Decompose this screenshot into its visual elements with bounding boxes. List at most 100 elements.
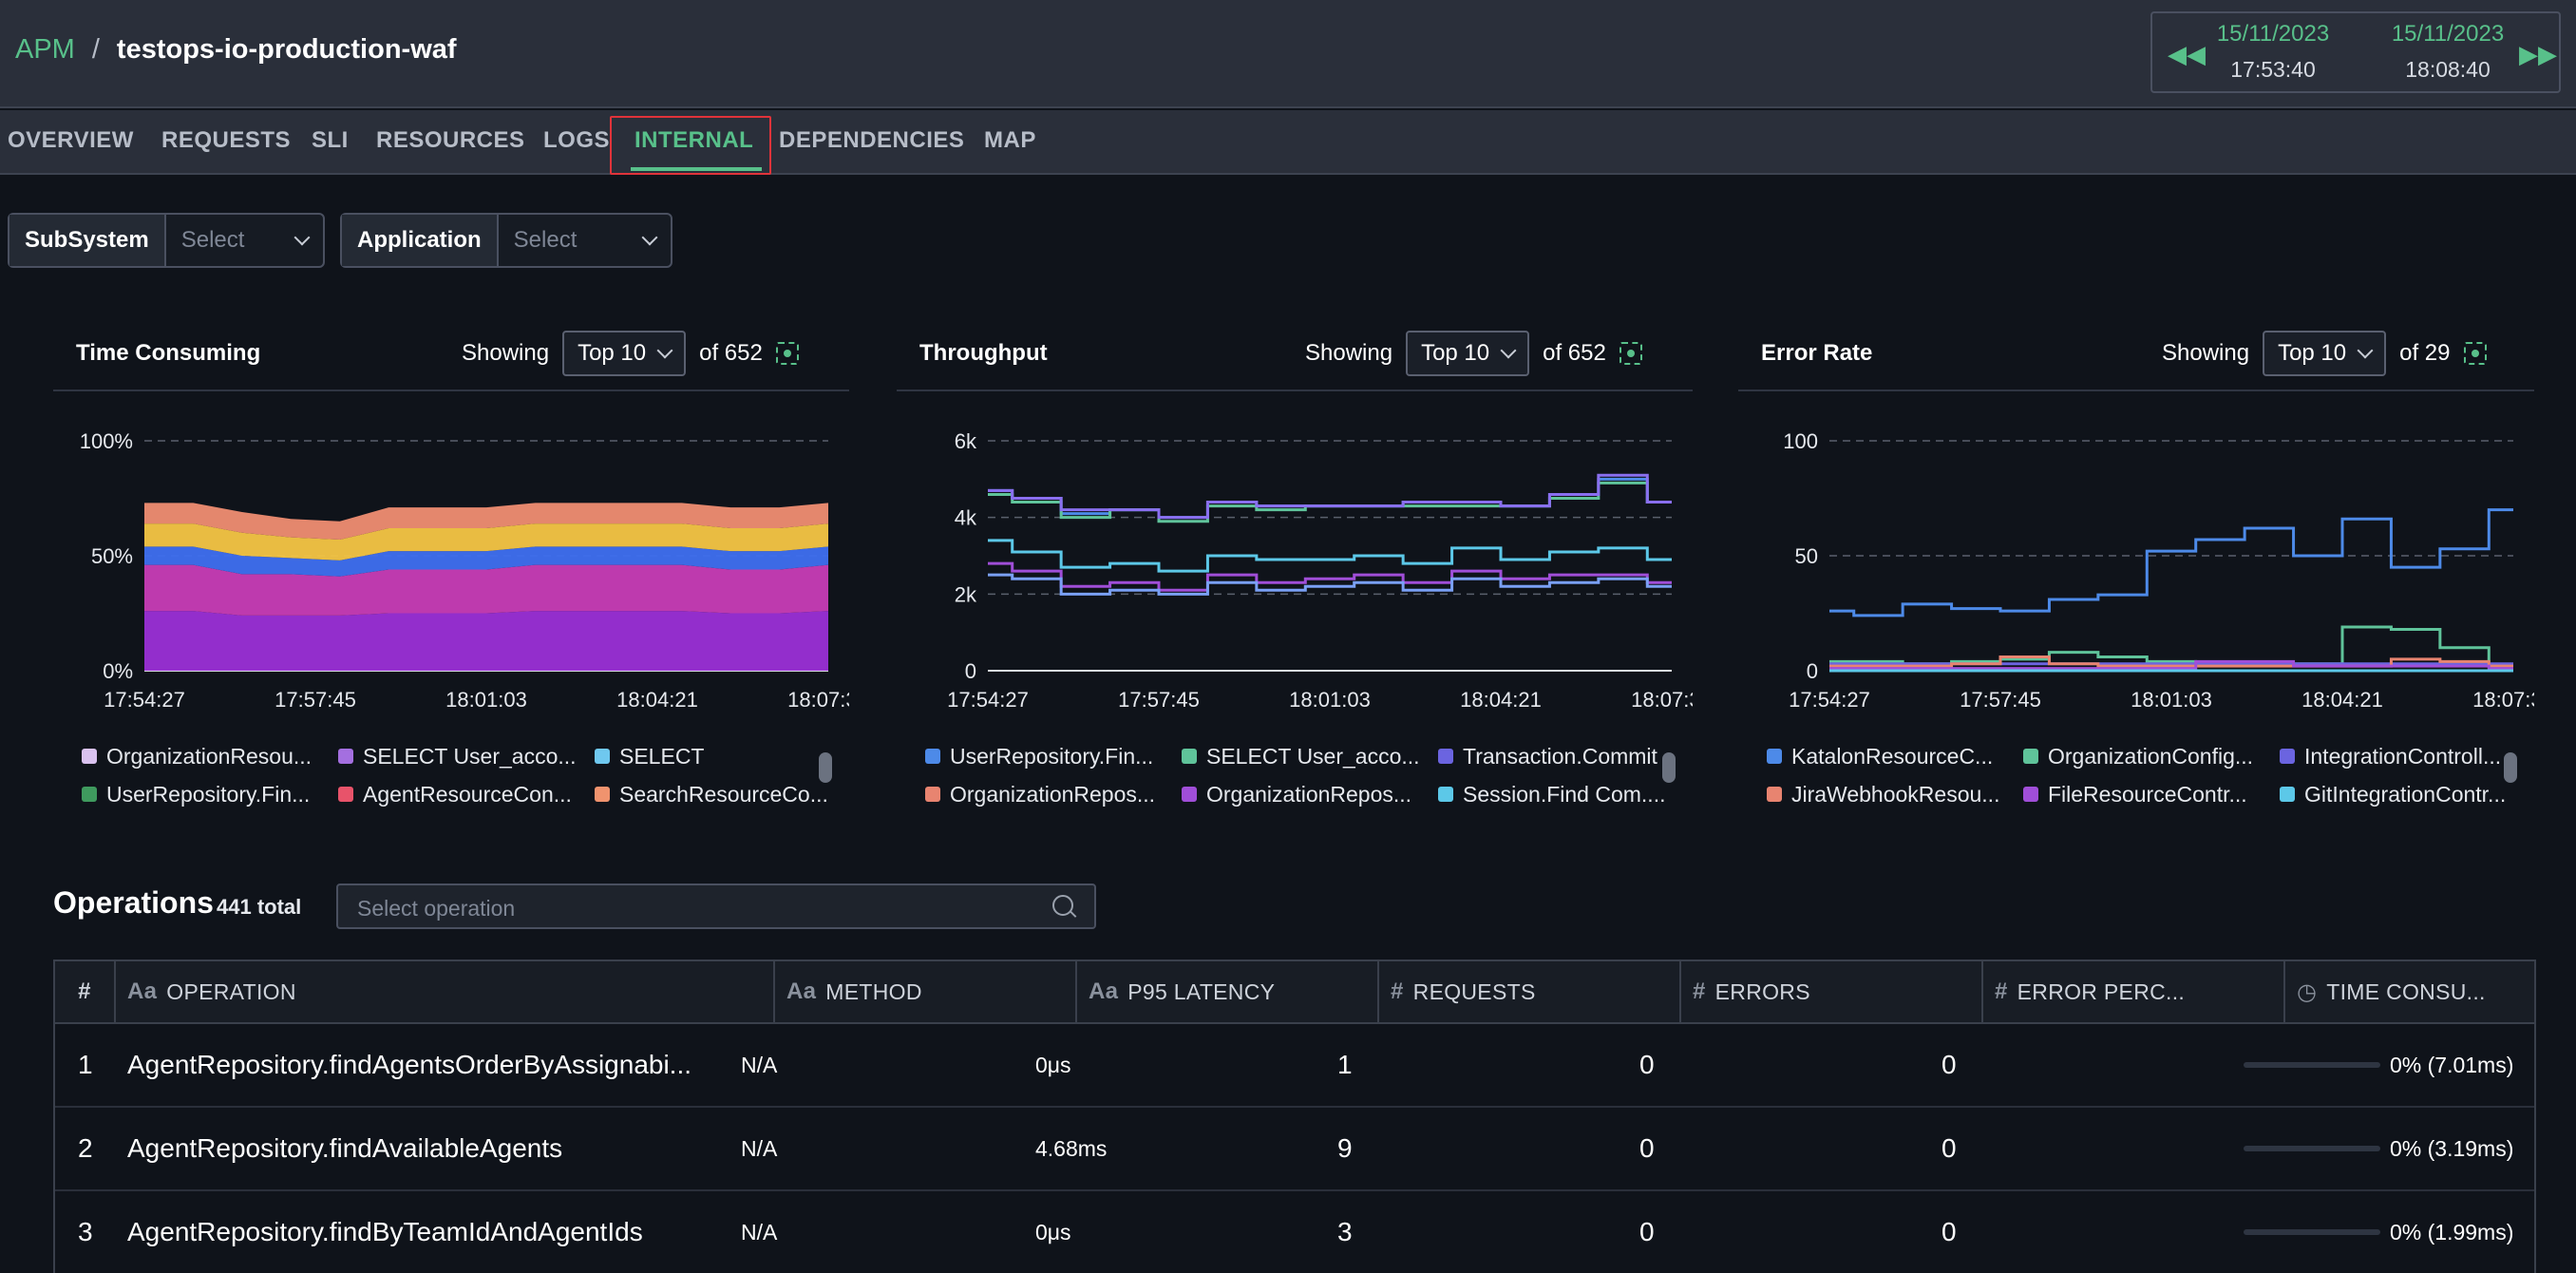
legend-scrollbar[interactable] [819, 752, 832, 783]
time-consuming-bar [2244, 1146, 2380, 1151]
column-header-error-percentage[interactable]: # ERROR PERC... [1983, 961, 2285, 1022]
time-consuming-cell: 0% (1.99ms) [2244, 1191, 2513, 1273]
end-time[interactable]: 15/11/2023 18:08:40 [2386, 21, 2510, 83]
legend-swatch [1767, 787, 1782, 802]
total-count-label: of 652 [699, 340, 763, 366]
table-row[interactable]: 3 AgentRepository.findByTeamIdAndAgentIds… [55, 1191, 2534, 1273]
subsystem-select[interactable]: Select [166, 215, 323, 266]
legend-label: Session.Find Com.... [1463, 781, 1666, 807]
total-count-label: of 29 [2399, 340, 2451, 366]
legend-item[interactable]: IntegrationControll... [2280, 744, 2517, 770]
tab-overview[interactable]: OVERVIEW [8, 127, 134, 153]
column-header-label: REQUESTS [1412, 978, 1536, 1004]
tab-internal[interactable]: INTERNAL [635, 127, 754, 153]
legend-item[interactable]: OrganizationResou... [82, 744, 319, 770]
operation-search-input[interactable]: Select operation [336, 884, 1096, 929]
text-type-icon: Aa [1089, 978, 1119, 1004]
legend-item[interactable]: Session.Find Com.... [1438, 782, 1676, 808]
table-row[interactable]: 2 AgentRepository.findAvailableAgents N/A 4… [55, 1108, 2534, 1191]
legend-item[interactable]: OrganizationRepos... [925, 782, 1163, 808]
column-header-errors[interactable]: # ERRORS [1681, 961, 1983, 1022]
legend-item[interactable]: SELECT [595, 744, 832, 770]
column-header-index[interactable]: # [55, 961, 116, 1022]
legend-swatch [595, 787, 610, 802]
y-tick-label: 100% [80, 429, 133, 453]
operation-name[interactable]: AgentRepository.findAvailableAgents [127, 1133, 563, 1163]
legend-item[interactable]: JiraWebhookResou... [1767, 782, 2004, 808]
top-n-select[interactable]: Top 10 [562, 331, 687, 376]
legend-item[interactable]: OrganizationRepos... [1182, 782, 1419, 808]
focus-icon[interactable] [1619, 342, 1642, 365]
top-n-select[interactable]: Top 10 [2263, 331, 2387, 376]
tab-logs[interactable]: LOGS [543, 127, 611, 153]
focus-icon[interactable] [2463, 342, 2487, 365]
legend-label: Transaction.Commit [1463, 743, 1657, 769]
active-tab-underline [631, 167, 762, 171]
method-value: N/A [741, 1135, 778, 1161]
operation-name[interactable]: AgentRepository.findByTeamIdAndAgentIds [127, 1217, 643, 1246]
line-series [988, 539, 1672, 573]
chevron-down-icon [294, 229, 311, 246]
legend-swatch [2280, 787, 2295, 802]
legend-item[interactable]: FileResourceContr... [2023, 782, 2261, 808]
legend-label: AgentResourceCon... [363, 781, 572, 807]
column-header-label: ERRORS [1714, 978, 1810, 1004]
requests-value: 1 [1337, 1050, 1353, 1079]
time-range-picker[interactable]: ◀◀ 15/11/2023 17:53:40 15/11/2023 18:08:… [2150, 11, 2561, 93]
rewind-icon[interactable]: ◀◀ [2168, 40, 2206, 68]
legend-item[interactable]: AgentResourceCon... [338, 782, 576, 808]
legend-swatch [82, 749, 97, 764]
errors-value: 0 [1639, 1217, 1655, 1246]
operation-name[interactable]: AgentRepository.findAgentsOrderByAssigna… [127, 1050, 692, 1079]
x-tick-label: 18:01:03 [445, 688, 527, 712]
legend-item[interactable]: SELECT User_acco... [338, 744, 576, 770]
legend-scrollbar[interactable] [1662, 752, 1676, 783]
fast-forward-icon[interactable]: ▶▶ [2519, 40, 2557, 68]
column-header-time-consuming[interactable]: ◷ TIME CONSU... [2285, 961, 2534, 1022]
line-series [1829, 508, 2513, 618]
legend-label: SELECT User_acco... [363, 743, 576, 769]
breadcrumb-root-link[interactable]: APM [15, 34, 75, 65]
legend-item[interactable]: SearchResourceCo... [595, 782, 832, 808]
legend-item[interactable]: UserRepository.Fin... [925, 744, 1163, 770]
start-time[interactable]: 15/11/2023 17:53:40 [2211, 21, 2335, 83]
focus-icon[interactable] [775, 342, 799, 365]
tab-dependencies[interactable]: DEPENDENCIES [779, 127, 965, 153]
table-row[interactable]: 1 AgentRepository.findAgentsOrderByAssign… [55, 1024, 2534, 1108]
legend-swatch [1182, 749, 1197, 764]
column-header-operation[interactable]: Aa OPERATION [116, 961, 775, 1022]
tab-map[interactable]: MAP [984, 127, 1036, 153]
column-header-latency[interactable]: Aa P95 LATENCY [1077, 961, 1379, 1022]
number-type-icon: # [1995, 978, 2008, 1004]
legend-label: SELECT [619, 743, 705, 769]
legend-item[interactable]: GitIntegrationContr... [2280, 782, 2517, 808]
legend-scrollbar[interactable] [2504, 752, 2517, 783]
column-header-label: ERROR PERC... [2017, 978, 2186, 1004]
application-select[interactable]: Select [499, 215, 671, 266]
legend-item[interactable]: UserRepository.Fin... [82, 782, 319, 808]
subsystem-filter[interactable]: SubSystem Select [8, 213, 325, 268]
application-filter[interactable]: Application Select [340, 213, 672, 268]
hash-icon: # [78, 978, 91, 1004]
legend-item[interactable]: KatalonResourceC... [1767, 744, 2004, 770]
tab-resources[interactable]: RESOURCES [376, 127, 525, 153]
legend-label: JiraWebhookResou... [1791, 781, 2000, 807]
legend-item[interactable]: SELECT User_acco... [1182, 744, 1419, 770]
column-header-requests[interactable]: # REQUESTS [1379, 961, 1681, 1022]
error-percentage-value: 0 [1941, 1217, 1957, 1246]
active-tab-highlight [610, 116, 771, 175]
x-tick-label: 18:07:39 [2472, 688, 2534, 712]
tab-sli[interactable]: SLI [312, 127, 349, 153]
line-series [988, 573, 1672, 596]
legend-item[interactable]: Transaction.Commit [1438, 744, 1676, 770]
column-header-method[interactable]: Aa METHOD [775, 961, 1077, 1022]
row-index: 1 [78, 1050, 93, 1079]
showing-label: Showing [2162, 340, 2250, 366]
row-index: 3 [78, 1217, 93, 1246]
legend-label: OrganizationRepos... [950, 781, 1156, 807]
tab-requests[interactable]: REQUESTS [161, 127, 292, 153]
legend-swatch [925, 787, 940, 802]
legend-item[interactable]: OrganizationConfig... [2023, 744, 2261, 770]
top-n-value: Top 10 [1421, 340, 1490, 366]
top-n-select[interactable]: Top 10 [1406, 331, 1530, 376]
